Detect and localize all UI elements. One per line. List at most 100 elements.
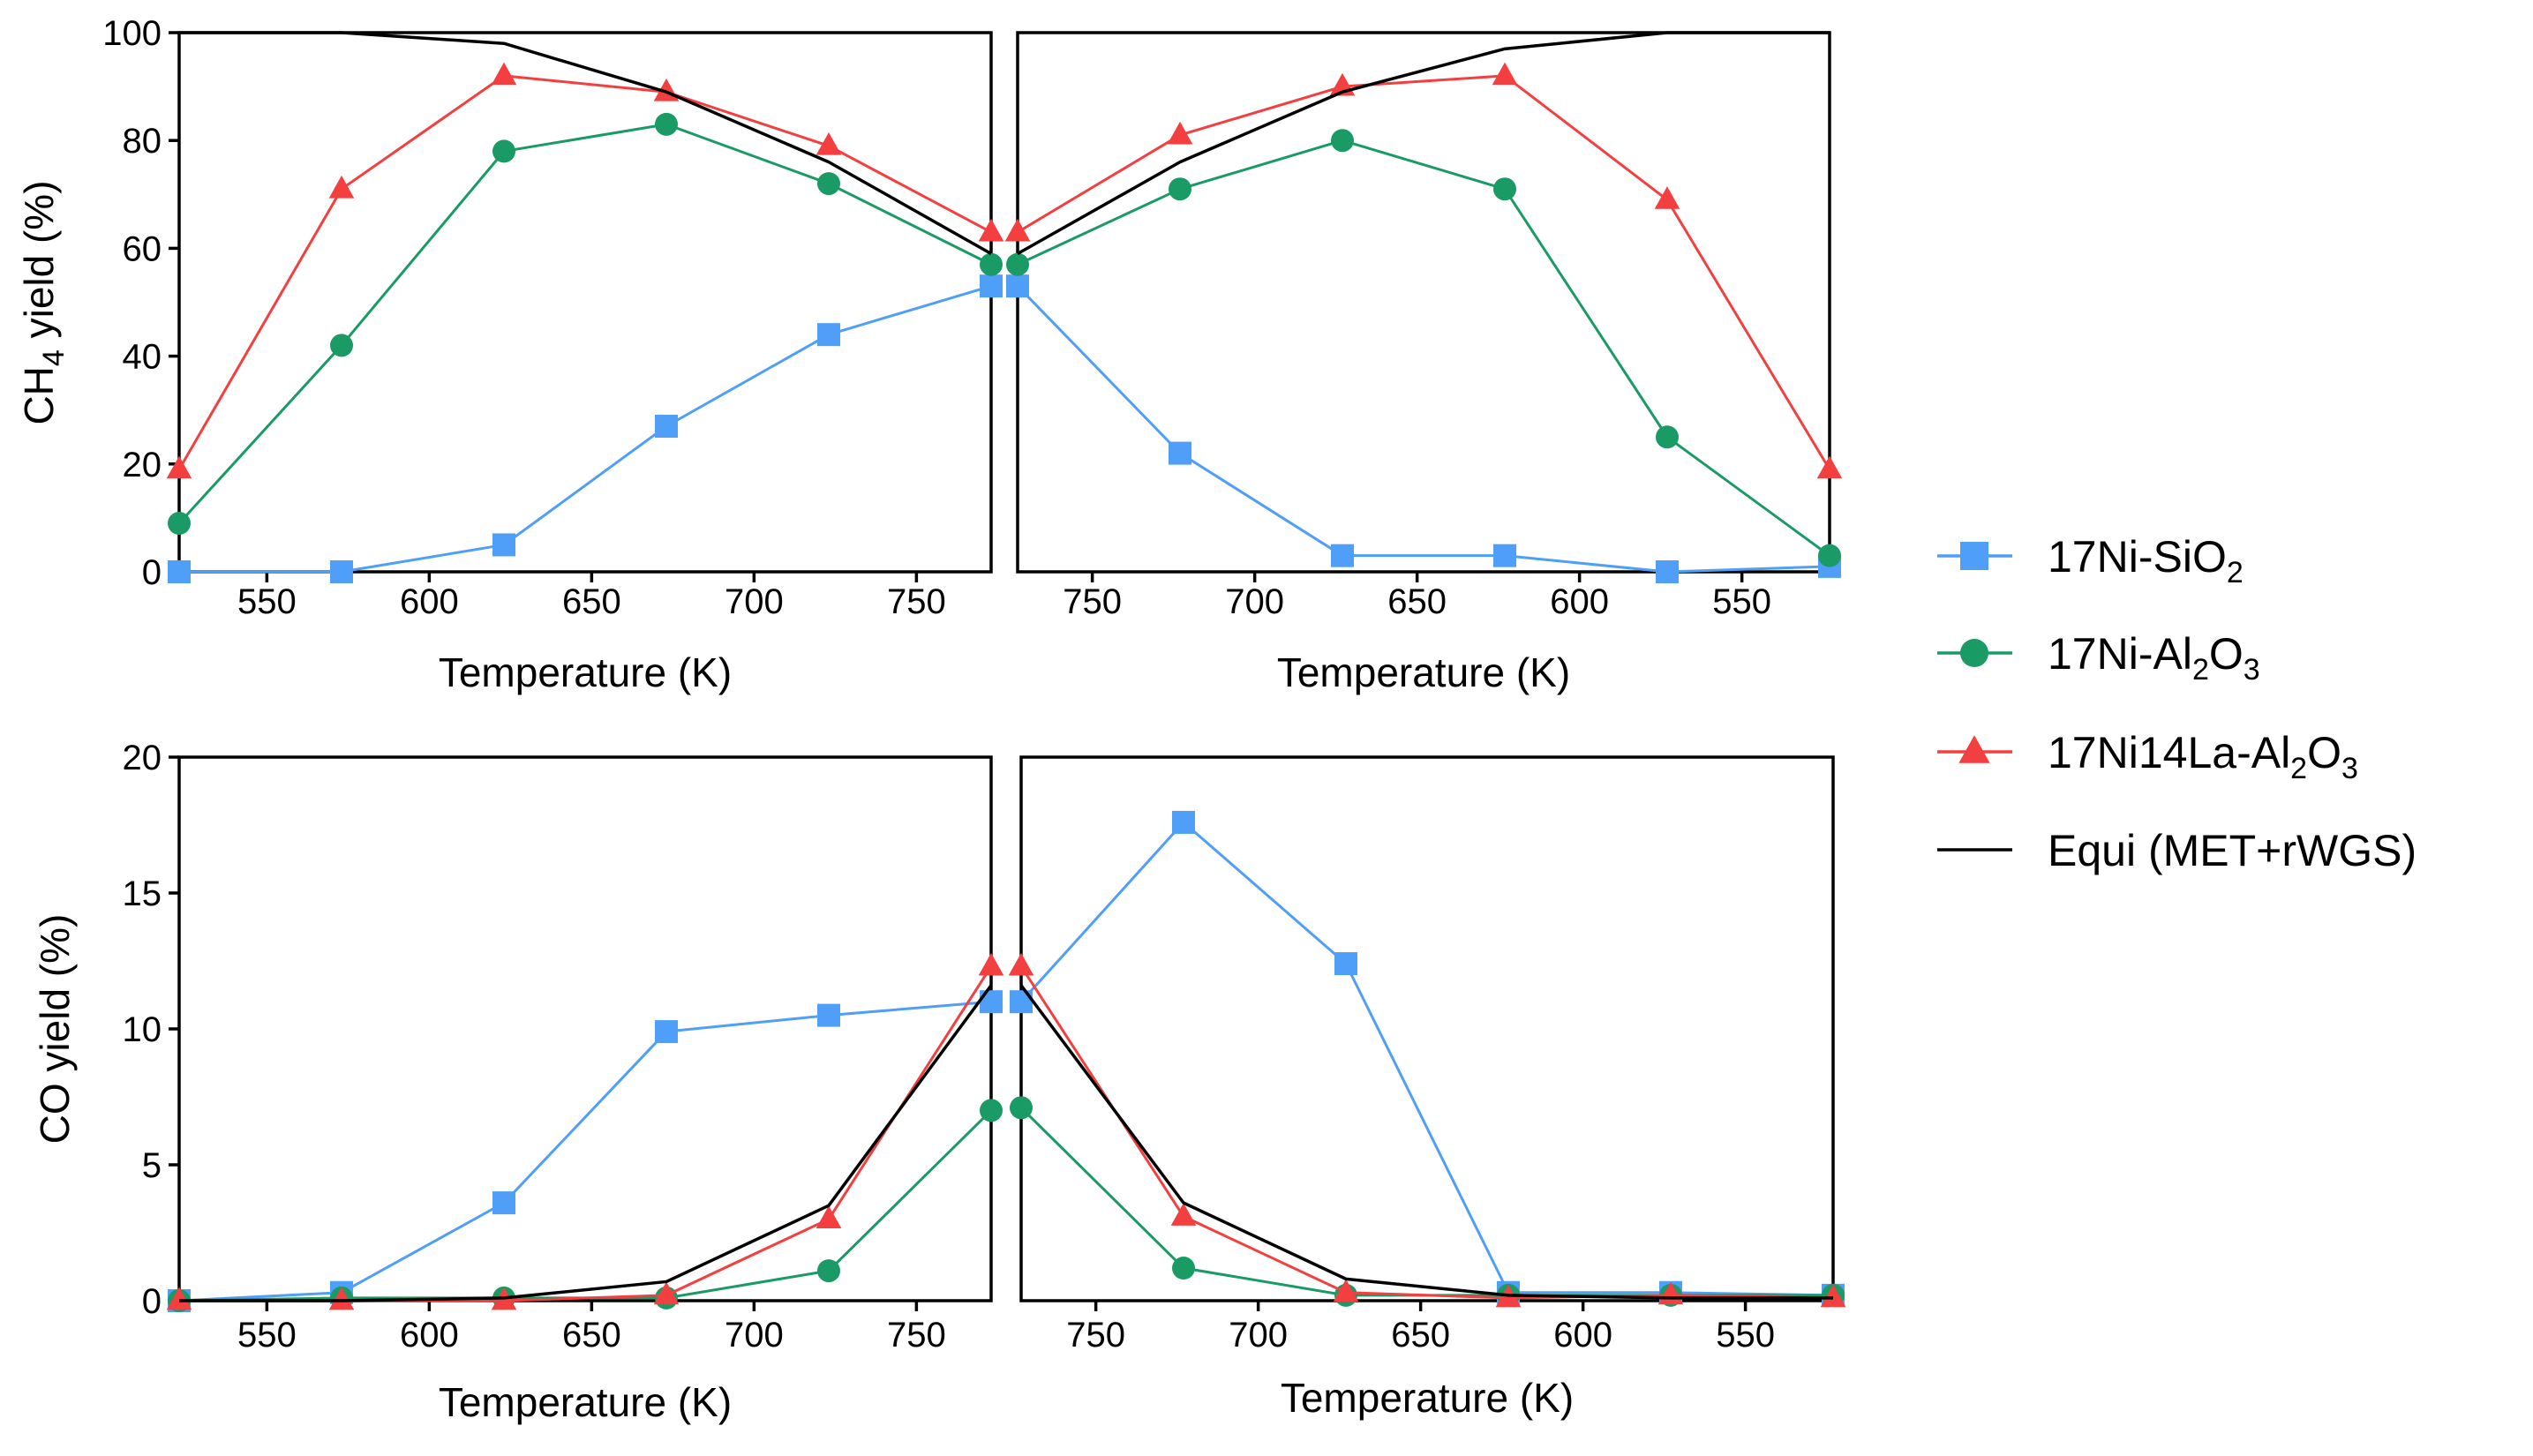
legend-item-17ni-sio2: 17Ni-SiO2 xyxy=(1937,532,2244,589)
data-point-17ni14la-al2o3 xyxy=(816,1205,842,1228)
x-axis-title: Temperature (K) xyxy=(439,649,732,695)
data-point-17ni14la-al2o3 xyxy=(328,175,355,199)
x-tick-label: 600 xyxy=(1550,582,1609,621)
x-tick-label: 650 xyxy=(562,1316,621,1355)
data-point-17ni-sio2 xyxy=(1656,560,1679,583)
series-line-17ni-al2o3 xyxy=(178,1109,993,1302)
x-tick-label: 600 xyxy=(400,582,459,621)
data-point-17ni-al2o3 xyxy=(655,112,678,136)
plot-frame xyxy=(1016,31,1831,574)
data-point-17ni-sio2 xyxy=(492,533,515,557)
data-point-17ni-al2o3 xyxy=(330,334,353,357)
data-point-17ni-al2o3 xyxy=(980,252,1003,276)
data-point-17ni-sio2 xyxy=(1334,952,1357,976)
data-point-17ni-sio2 xyxy=(980,990,1003,1014)
legend-label: 17Ni14La-Al2O3 xyxy=(2048,728,2358,785)
data-point-17ni-al2o3 xyxy=(1172,1257,1195,1280)
data-point-17ni-sio2 xyxy=(980,274,1003,298)
series-line-17ni-al2o3 xyxy=(1019,1107,1833,1297)
legend-marker-circle xyxy=(1960,639,1988,667)
x-tick-label: 550 xyxy=(1716,1316,1775,1355)
data-point-17ni-al2o3 xyxy=(1656,425,1679,449)
data-point-17ni-sio2 xyxy=(655,415,678,439)
data-point-17ni-sio2 xyxy=(1493,544,1516,567)
x-tick-label: 750 xyxy=(1066,1316,1125,1355)
x-tick-label: 750 xyxy=(887,582,946,621)
panel-co-heating: 550 600 650 700 750 0 5 10 15 20 Temperature (K) CO… xyxy=(32,739,1004,1425)
series-line-equi-met-rwgs xyxy=(1019,984,1833,1300)
data-point-17ni14la-al2o3 xyxy=(978,218,1004,242)
series-17ni14la-al2o3 xyxy=(166,952,1004,1310)
x-tick-label: 650 xyxy=(1387,582,1447,621)
panel-co-cooling: 750 700 650 600 550 Temperature (K) xyxy=(1008,755,1846,1421)
series-line-equi-met-rwgs xyxy=(1017,31,1830,256)
x-tick-label: 750 xyxy=(887,1316,946,1355)
data-point-17ni-al2o3 xyxy=(817,1259,840,1283)
y-tick-label: 100 xyxy=(102,14,162,53)
series-line-17ni14la-al2o3 xyxy=(1019,965,1834,1300)
x-tick-label: 700 xyxy=(725,582,784,621)
series-line-17ni-sio2 xyxy=(1019,821,1834,1297)
x-axis-title: Temperature (K) xyxy=(1277,649,1570,695)
data-point-17ni-sio2 xyxy=(1169,441,1191,465)
series-line-17ni-al2o3 xyxy=(1017,139,1830,557)
x-tick-label: 550 xyxy=(237,1316,297,1355)
y-tick-label: 0 xyxy=(142,1282,162,1321)
data-point-17ni14la-al2o3 xyxy=(978,952,1004,976)
data-point-17ni-al2o3 xyxy=(1169,177,1191,201)
legend-item-equi-met-rwgs: Equi (MET+rWGS) xyxy=(1937,826,2416,875)
series-line-17ni-sio2 xyxy=(1016,285,1830,574)
x-tick-label: 650 xyxy=(1391,1316,1450,1355)
series-equi-met-rwgs xyxy=(1017,31,1830,256)
series-17ni-sio2 xyxy=(168,274,1003,583)
data-point-17ni14la-al2o3 xyxy=(166,1287,192,1310)
legend-label: Equi (MET+rWGS) xyxy=(2048,826,2416,875)
series-equi-met-rwgs xyxy=(179,31,992,256)
data-point-17ni14la-al2o3 xyxy=(491,62,517,86)
series-line-equi-met-rwgs xyxy=(179,31,992,256)
y-tick-label: 40 xyxy=(123,338,162,377)
x-tick-label: 750 xyxy=(1063,582,1122,621)
data-point-17ni-sio2 xyxy=(817,323,840,347)
series-17ni-al2o3 xyxy=(168,1099,1003,1312)
series-line-17ni-al2o3 xyxy=(177,123,992,525)
data-point-17ni-al2o3 xyxy=(168,512,191,536)
x-axis-title: Temperature (K) xyxy=(1281,1375,1574,1421)
data-point-17ni-al2o3 xyxy=(1331,129,1354,153)
data-point-17ni-al2o3 xyxy=(1010,1096,1033,1120)
x-tick-label: 700 xyxy=(1225,582,1284,621)
data-point-17ni-al2o3 xyxy=(817,172,840,196)
data-point-17ni-sio2 xyxy=(1172,810,1195,834)
x-tick-label: 600 xyxy=(400,1316,459,1355)
x-tick-label: 700 xyxy=(725,1316,784,1355)
legend-item-17ni14la-al2o3: 17Ni14La-Al2O3 xyxy=(1937,728,2358,785)
series-17ni14la-al2o3 xyxy=(166,62,1004,479)
y-tick-label: 15 xyxy=(123,874,162,913)
data-point-17ni-al2o3 xyxy=(1818,544,1841,567)
panel-ch4-cooling: 750 700 650 600 550 Temperature (K) xyxy=(1004,31,1843,695)
series-line-equi-met-rwgs xyxy=(179,984,993,1302)
data-point-17ni-sio2 xyxy=(1331,544,1354,567)
y-axis-title: CH4 yield (%) xyxy=(16,180,71,424)
panel-ch4-heating: 550 600 650 700 750 0 20 40 60 80 100 Temperature (… xyxy=(16,14,1004,695)
x-tick-label: 650 xyxy=(562,582,621,621)
legend-marker-square xyxy=(1960,542,1988,570)
legend: 17Ni-SiO2 17Ni-Al2O3 17Ni14La-Al2O3 Equi (M… xyxy=(1937,532,2416,875)
data-point-17ni-sio2 xyxy=(330,560,353,583)
series-line-17ni14la-al2o3 xyxy=(1017,74,1831,470)
series-line-17ni14la-al2o3 xyxy=(179,965,993,1302)
series-equi-met-rwgs xyxy=(1019,984,1833,1300)
series-line-17ni-sio2 xyxy=(178,1000,992,1302)
data-point-17ni14la-al2o3 xyxy=(1492,62,1518,86)
data-point-17ni-al2o3 xyxy=(1006,252,1029,276)
series-17ni-sio2 xyxy=(1006,274,1841,583)
data-point-17ni-sio2 xyxy=(817,1003,840,1027)
legend-label: 17Ni-Al2O3 xyxy=(2048,629,2260,687)
plot-frame xyxy=(177,31,993,574)
x-tick-label: 550 xyxy=(237,582,297,621)
y-tick-label: 10 xyxy=(123,1010,162,1049)
y-tick-label: 60 xyxy=(123,229,162,268)
data-point-17ni-al2o3 xyxy=(980,1099,1003,1122)
plot-frame xyxy=(1019,755,1835,1302)
data-point-17ni14la-al2o3 xyxy=(1170,1203,1197,1226)
